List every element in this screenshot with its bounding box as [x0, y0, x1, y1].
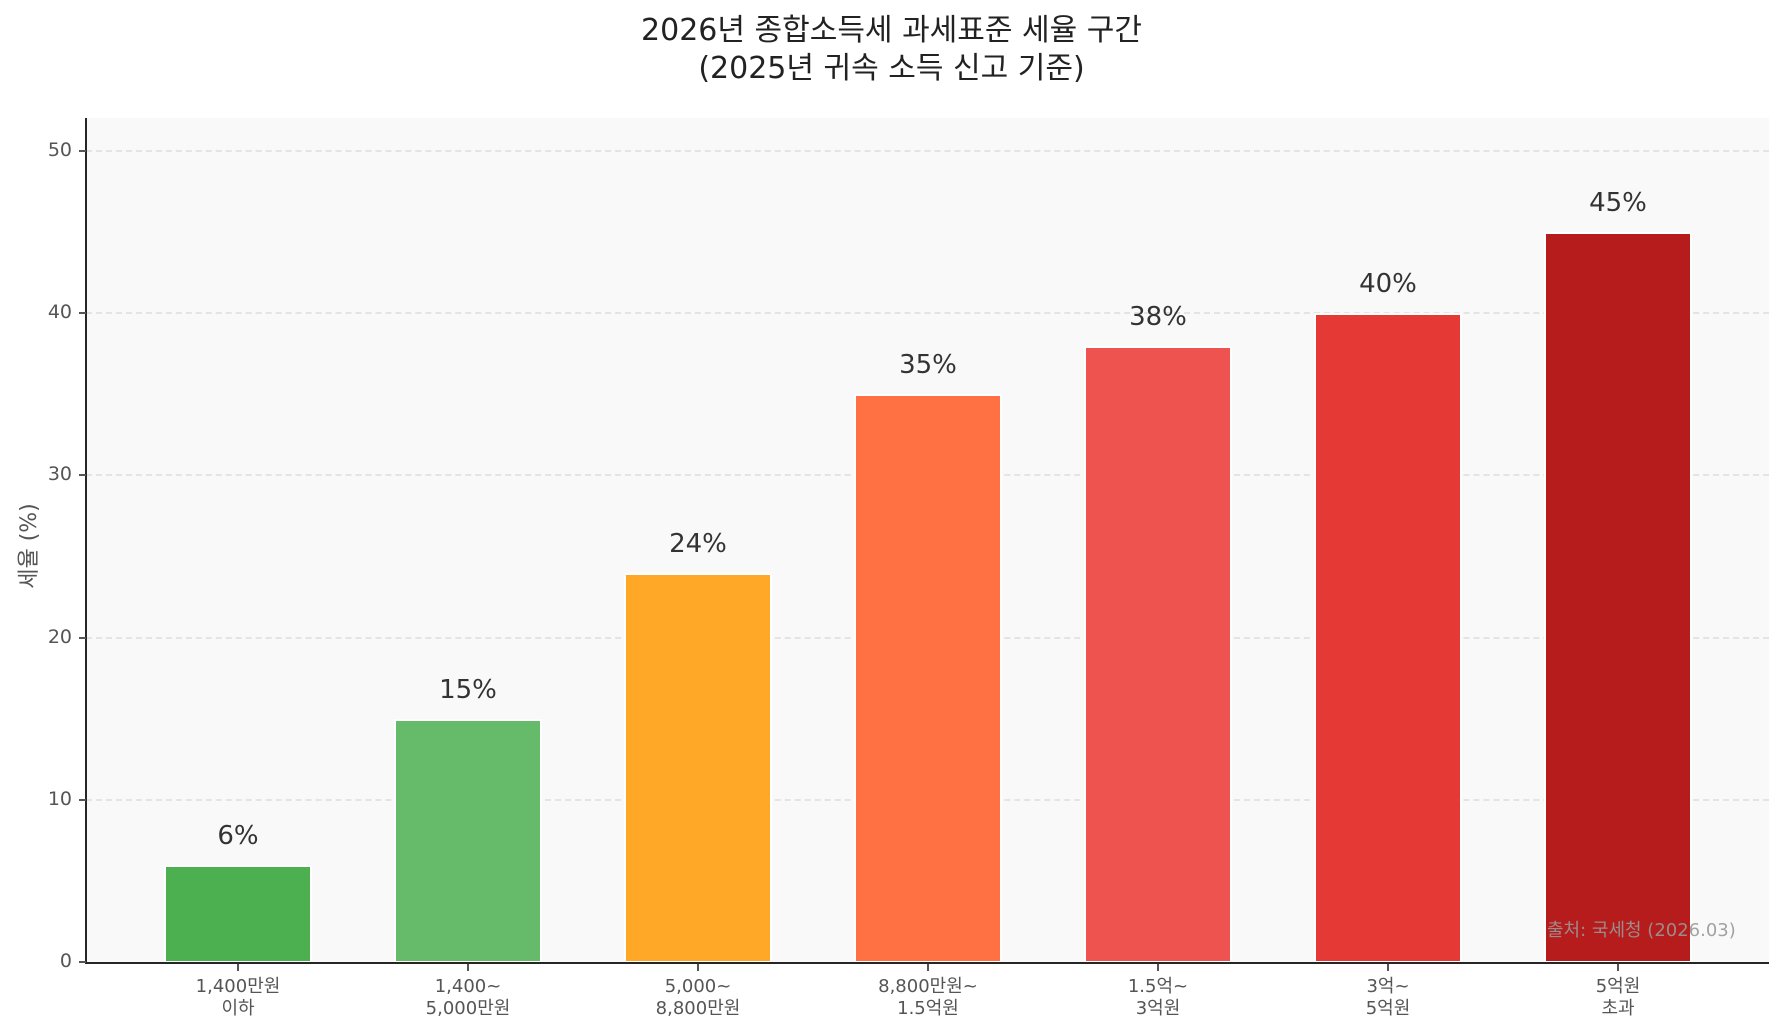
y-tick-label: 40 [47, 301, 72, 324]
bar-value-label: 24% [669, 528, 727, 559]
gridline [86, 312, 1769, 315]
bar-value-label: 45% [1589, 188, 1647, 219]
x-tick-label-line1: 1.5억~ [1127, 976, 1189, 997]
bar-value-label: 40% [1359, 269, 1417, 300]
bar [1544, 232, 1692, 963]
y-tick-mark [79, 961, 86, 963]
x-tick-label: 5,000~ 8,800만원 [588, 976, 808, 1020]
x-tick-label-line1: 1,400~ [434, 976, 502, 997]
y-tick-label: 20 [47, 625, 72, 648]
bar [394, 718, 542, 963]
x-tick-label: 5억원 초과 [1508, 976, 1728, 1020]
x-tick-mark [1157, 964, 1159, 971]
x-tick-label-line2: 5억원 [1365, 998, 1411, 1019]
bar [624, 572, 772, 963]
x-tick-label: 1,400~ 5,000만원 [358, 976, 578, 1020]
x-tick-label-line2: 8,800만원 [655, 998, 741, 1019]
x-tick-label-line2: 이하 [221, 998, 255, 1019]
bar-value-label: 6% [217, 820, 259, 851]
x-tick-label-line1: 3억~ [1366, 976, 1410, 997]
bar-value-label: 38% [1129, 301, 1187, 332]
x-tick-label-line2: 초과 [1601, 998, 1635, 1019]
y-tick-mark [79, 150, 86, 152]
y-tick-label: 0 [59, 950, 72, 972]
x-axis-line [85, 962, 1769, 964]
y-tick-mark [79, 312, 86, 315]
x-tick-label-line1: 8,800만원~ [878, 976, 978, 997]
y-tick-label: 10 [47, 787, 72, 810]
bar [1084, 345, 1232, 963]
x-tick-label-line1: 1,400만원 [195, 976, 281, 997]
x-tick-mark [1387, 964, 1389, 971]
bar-value-label: 35% [899, 350, 957, 381]
bar [854, 394, 1002, 963]
x-tick-mark [1617, 964, 1619, 971]
bar [1314, 313, 1462, 963]
x-tick-label-line2: 5,000만원 [425, 998, 511, 1019]
x-tick-mark [467, 964, 469, 971]
x-tick-label: 1.5억~ 3억원 [1048, 976, 1268, 1020]
source-annotation: 출처: 국세청 (2026.03) [1547, 920, 1736, 941]
x-tick-mark [237, 964, 239, 971]
x-tick-mark [697, 964, 699, 971]
bar [164, 864, 312, 963]
y-tick-label: 30 [47, 463, 72, 486]
y-tick-mark [79, 474, 86, 477]
y-tick-mark [79, 636, 86, 639]
y-tick-label: 50 [47, 139, 72, 161]
chart-subtitle: (2025년 귀속 소득 신고 기준) [698, 51, 1085, 86]
x-tick-label-line2: 1.5억원 [897, 998, 959, 1019]
x-tick-label: 1,400만원 이하 [128, 976, 348, 1020]
x-tick-label: 3억~ 5억원 [1278, 976, 1498, 1020]
x-tick-label-line1: 5,000~ [664, 976, 732, 997]
x-tick-label: 8,800만원~ 1.5억원 [818, 976, 1038, 1020]
x-tick-mark [927, 964, 929, 971]
y-tick-mark [79, 798, 86, 801]
chart-title: 2026년 종합소득세 과세표준 세율 구간 [641, 13, 1142, 48]
y-axis-line [85, 118, 87, 964]
gridline [86, 150, 1769, 152]
x-tick-label-line2: 3억원 [1135, 998, 1181, 1019]
y-axis-title: 세율 (%) [17, 503, 42, 589]
bar-value-label: 15% [439, 674, 497, 705]
x-tick-label-line1: 5억원 [1595, 976, 1641, 997]
